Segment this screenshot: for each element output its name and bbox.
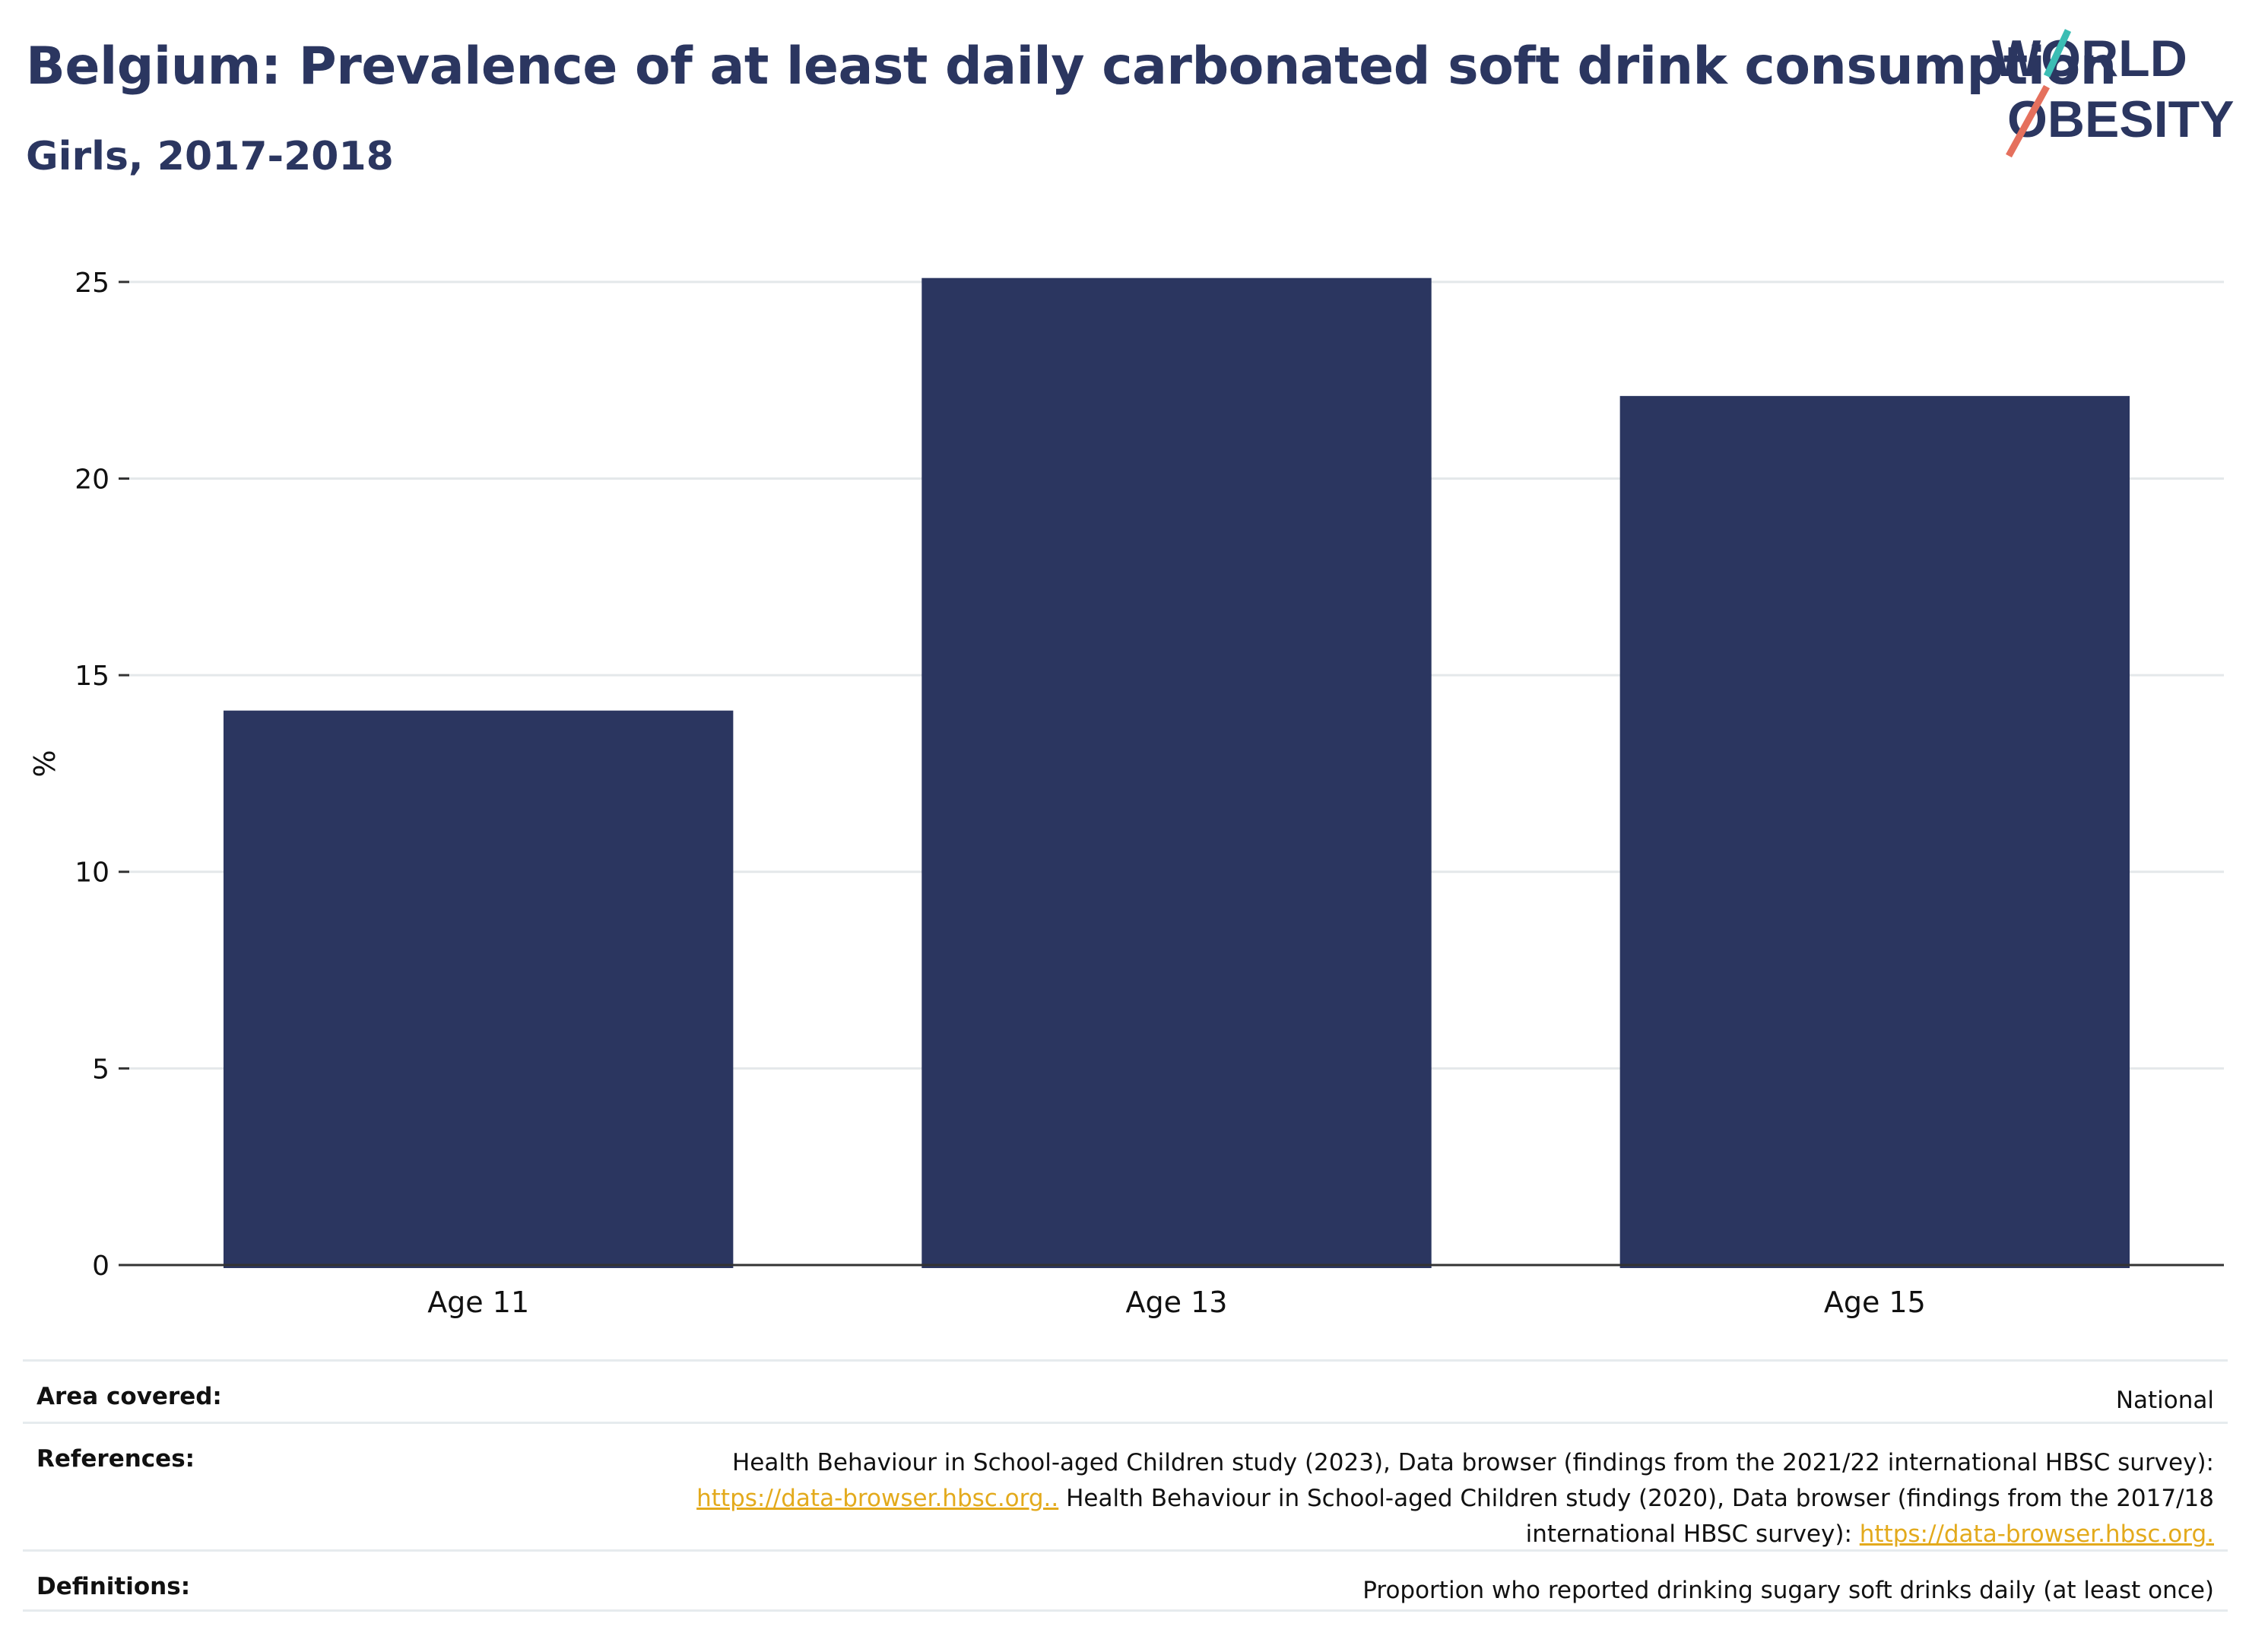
x-tick-label-age-11: Age 11: [427, 1286, 529, 1319]
y-tick-label-5: 5: [92, 1054, 109, 1085]
chart-title: Belgium: Prevalence of at least daily ca…: [26, 36, 2117, 97]
world-obesity-logo: WORLD OBESITY: [1992, 29, 2235, 158]
chart-subtitle: Girls, 2017-2018: [26, 134, 394, 179]
logo-line-2: OBESITY: [2007, 90, 2235, 148]
bar-age-13: [921, 277, 1432, 1268]
axes: 0 5 10 15 20 25 Age 11 Age 13 Age 15: [75, 268, 2224, 1319]
y-tick-label-10: 10: [75, 858, 109, 889]
bar-age-15: [1619, 395, 2130, 1268]
y-tick-label-25: 25: [75, 268, 109, 299]
info-row-definitions: Definitions: Proportion who reported dri…: [23, 1549, 2228, 1612]
logo-slash-bottom: [2006, 84, 2050, 158]
references-label: References:: [36, 1445, 195, 1473]
references-value: Health Behaviour in School-aged Children…: [696, 1445, 2214, 1552]
references-line-2: Health Behaviour in School-aged Children…: [1058, 1485, 2214, 1512]
info-table: Area covered: National References: Healt…: [23, 1359, 2228, 1612]
y-tick-label-15: 15: [75, 661, 109, 692]
logo-slash-top: [2043, 29, 2072, 78]
references-link-1[interactable]: https://data-browser.hbsc.org..: [696, 1485, 1059, 1512]
y-axis-label: %: [28, 750, 62, 777]
info-row-area: Area covered: National: [23, 1359, 2228, 1422]
references-line-3: international HBSC survey):: [1525, 1520, 1860, 1548]
x-tick-label-age-15: Age 15: [1824, 1286, 1926, 1319]
bar-chart: 0 5 10 15 20 25 Age 11 Age 13 Age 15 %: [28, 268, 2224, 1319]
definitions-value: Proportion who reported drinking sugary …: [1362, 1577, 2214, 1604]
definitions-label: Definitions:: [36, 1573, 191, 1600]
area-value: National: [2115, 1387, 2214, 1414]
info-row-references: References: Health Behaviour in School-a…: [23, 1422, 2228, 1549]
references-line-1: Health Behaviour in School-aged Children…: [732, 1449, 2214, 1476]
logo-line-1: WORLD: [1992, 30, 2187, 87]
references-link-2[interactable]: https://data-browser.hbsc.org.: [1859, 1520, 2214, 1548]
y-tick-label-0: 0: [92, 1251, 109, 1282]
x-tick-label-age-13: Age 13: [1126, 1286, 1228, 1319]
area-label: Area covered:: [36, 1383, 222, 1410]
y-tick-label-20: 20: [75, 464, 109, 495]
bar-age-11: [223, 710, 734, 1268]
bars: [223, 277, 2130, 1268]
